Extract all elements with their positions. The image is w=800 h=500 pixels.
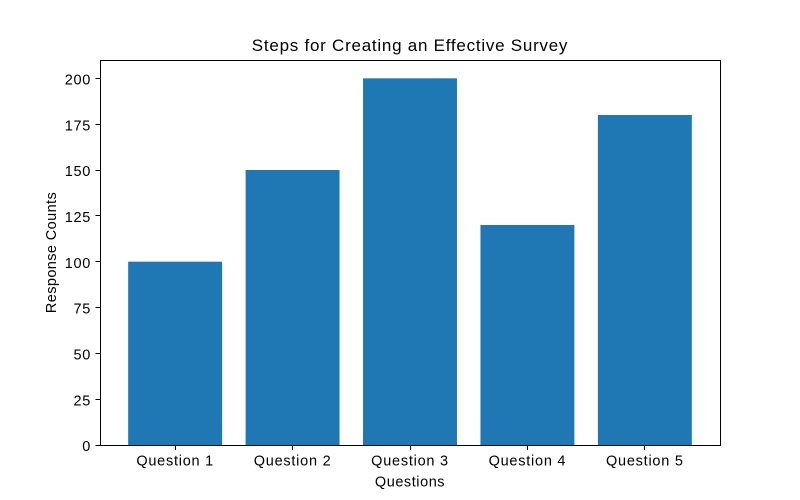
svg-text:Questions: Questions [375, 474, 445, 490]
svg-text:200: 200 [65, 72, 91, 88]
svg-text:Question 3: Question 3 [371, 453, 449, 469]
svg-text:50: 50 [73, 347, 91, 363]
svg-text:75: 75 [73, 302, 91, 318]
svg-text:Question 1: Question 1 [136, 453, 214, 469]
svg-text:Question 2: Question 2 [254, 453, 332, 469]
svg-text:125: 125 [65, 210, 91, 226]
svg-text:150: 150 [65, 164, 91, 180]
svg-text:175: 175 [65, 118, 91, 134]
svg-text:Question 4: Question 4 [489, 453, 567, 469]
svg-text:25: 25 [73, 393, 91, 409]
svg-text:100: 100 [65, 256, 91, 272]
svg-text:Question 5: Question 5 [606, 453, 684, 469]
svg-text:Response Counts: Response Counts [44, 192, 60, 313]
svg-text:0: 0 [82, 439, 91, 455]
svg-text:Steps for Creating an Effectiv: Steps for Creating an Effective Survey [252, 36, 568, 55]
